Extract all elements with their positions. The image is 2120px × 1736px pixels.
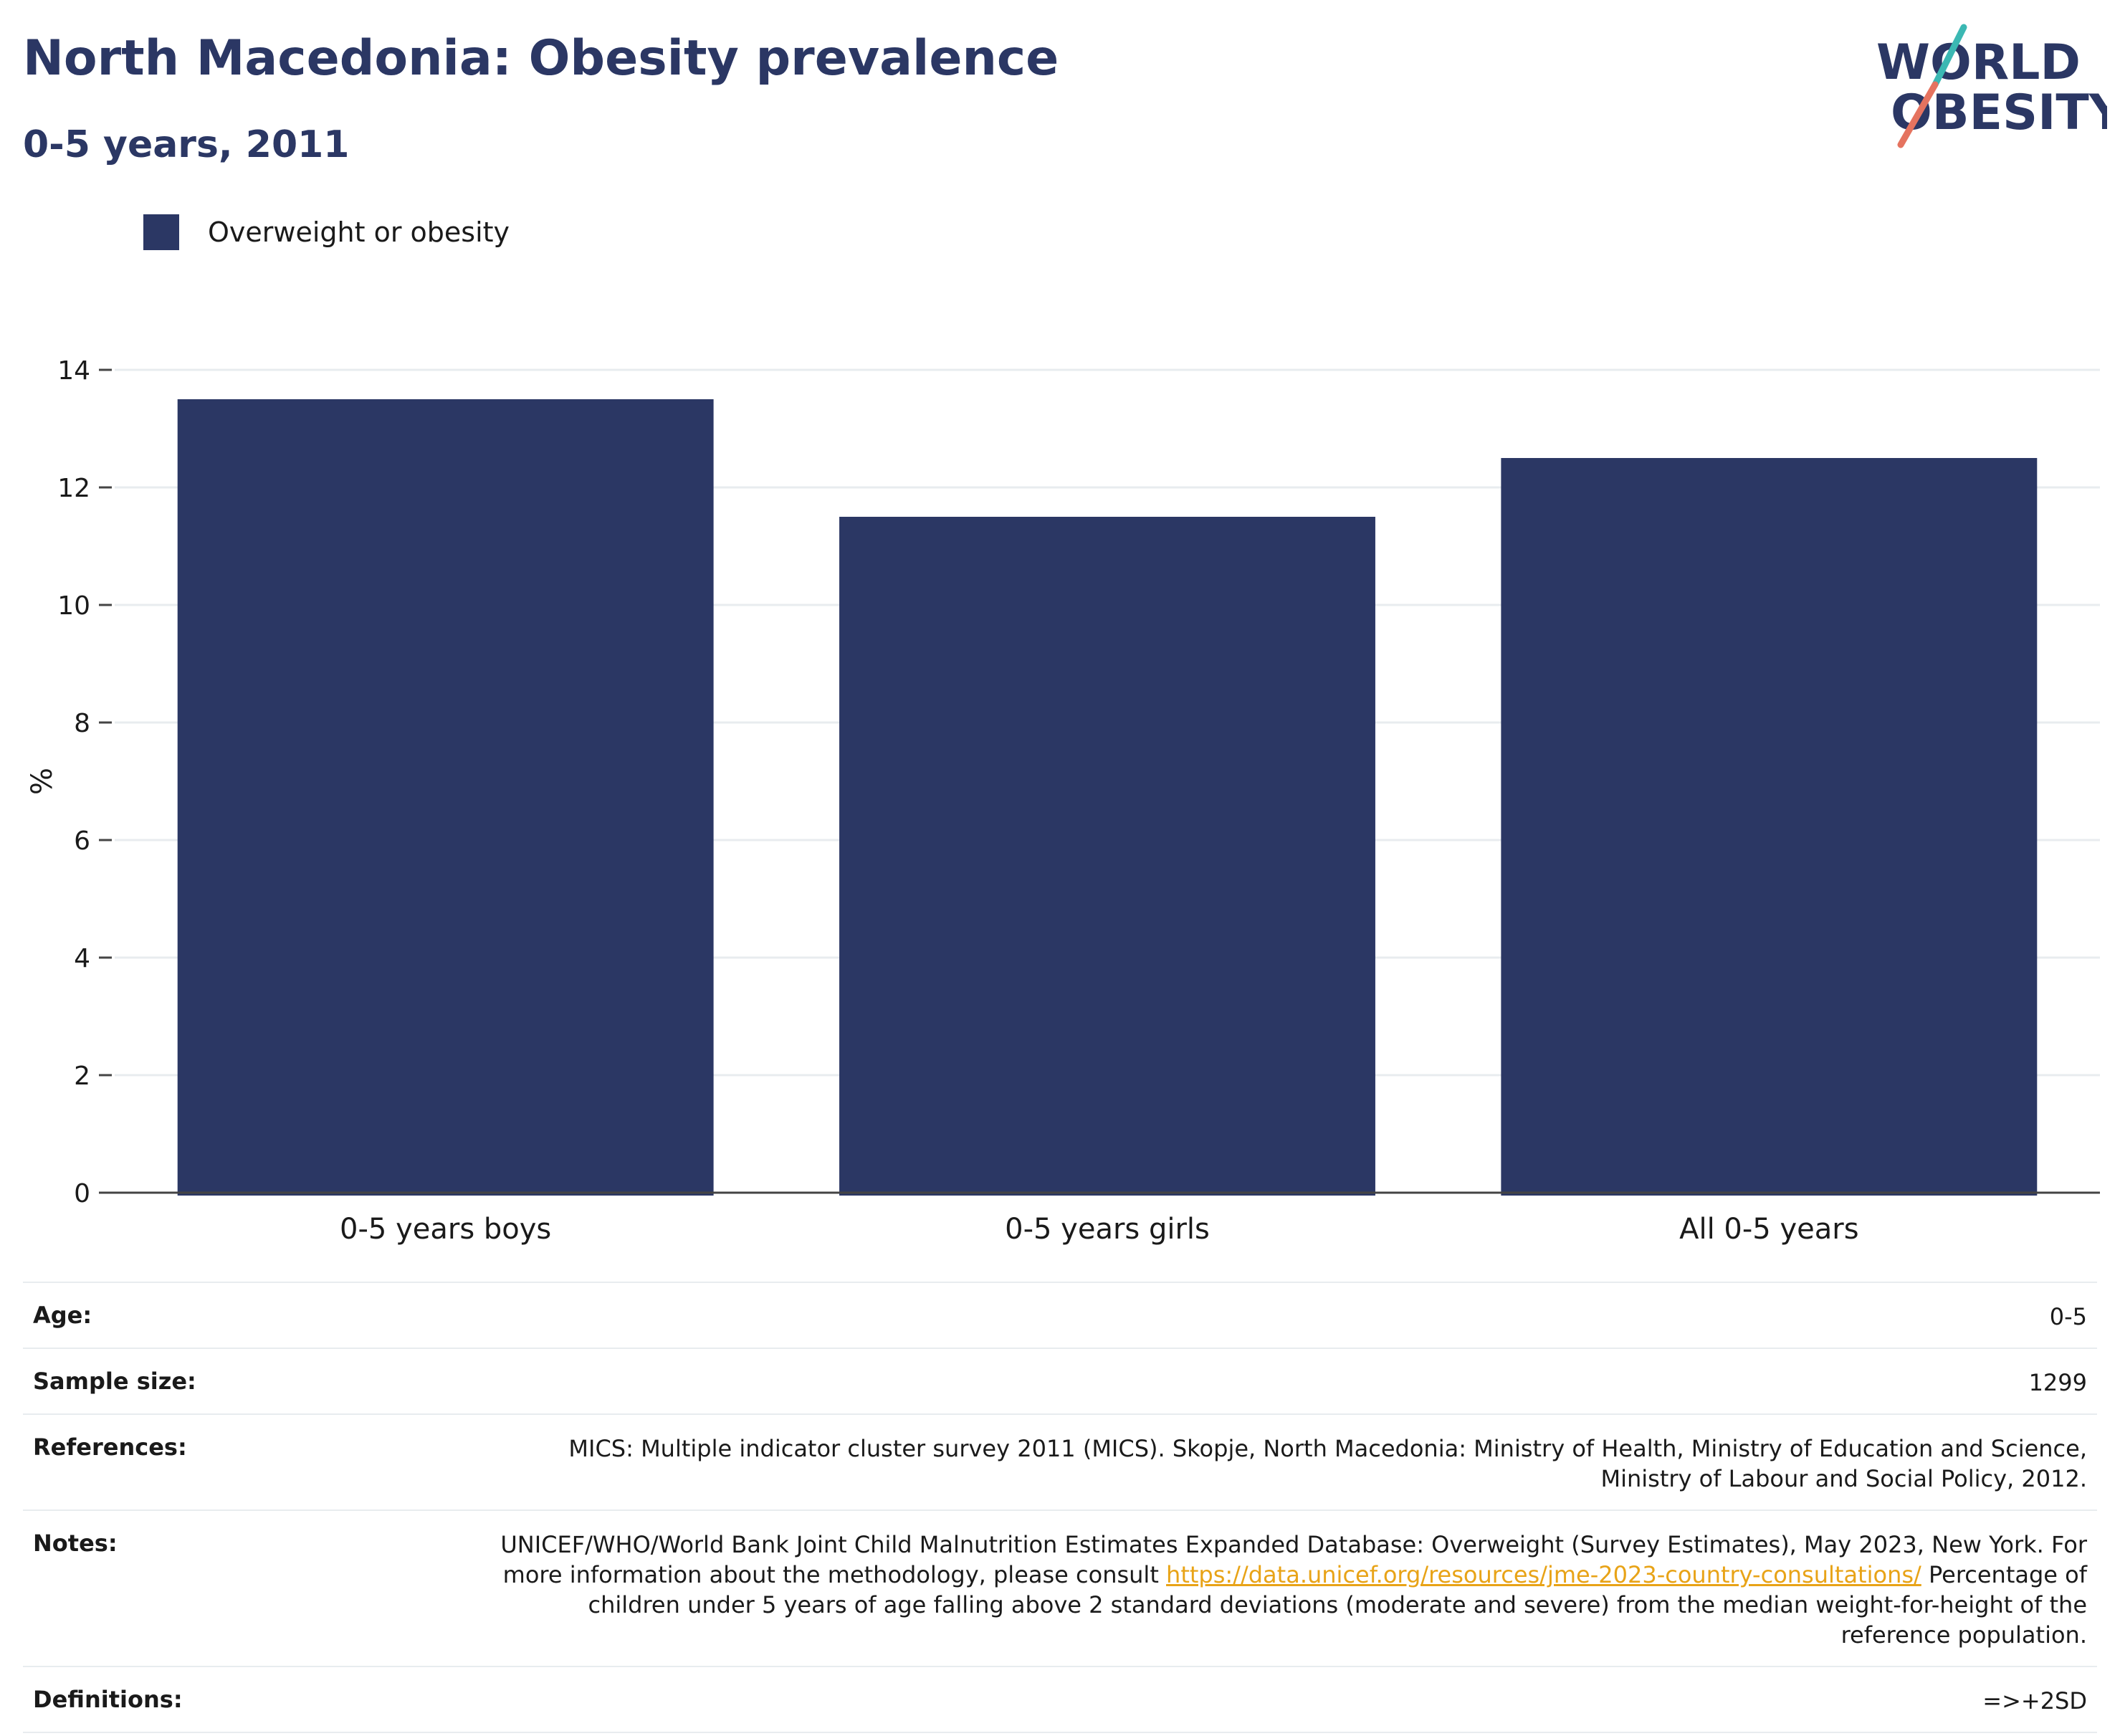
bar — [1501, 458, 2038, 1196]
info-table: Age: 0-5 Sample size: 1299 References: M… — [23, 1282, 2097, 1733]
y-tick-label: 2 — [74, 1062, 90, 1091]
y-tick-label: 14 — [57, 356, 90, 386]
x-tick-label: 0-5 years girls — [1005, 1213, 1210, 1246]
info-row-age: Age: 0-5 — [23, 1282, 2097, 1348]
y-tick-label: 12 — [57, 474, 90, 503]
bar — [839, 517, 1375, 1196]
info-value: 0-5 — [2049, 1303, 2087, 1330]
logo-word-obesity: OBESITY — [1891, 85, 2107, 141]
info-value: MICS: Multiple indicator cluster survey … — [568, 1435, 2087, 1492]
info-key: References: — [33, 1434, 187, 1461]
x-tick-label: 0-5 years boys — [340, 1213, 551, 1246]
notes-text-after: Percentage of children under 5 years of … — [588, 1561, 2088, 1649]
logo-word-world: WORLD — [1876, 34, 2081, 91]
methodology-link[interactable]: https://data.unicef.org/resources/jme-20… — [1166, 1561, 1921, 1588]
legend-label: Overweight or obesity — [208, 216, 510, 248]
info-value: UNICEF/WHO/World Bank Joint Child Malnut… — [473, 1510, 2097, 1666]
info-value: =>+2SD — [1982, 1687, 2087, 1714]
x-tick-label: All 0-5 years — [1679, 1213, 1858, 1246]
chart-legend: Overweight or obesity — [143, 214, 510, 251]
chart-subtitle: 0-5 years, 2011 — [23, 123, 350, 166]
y-tick-label: 0 — [74, 1179, 90, 1208]
info-row-sample-size: Sample size: 1299 — [23, 1348, 2097, 1414]
bar-chart: 0 2 4 6 8 10 12 14% 0-5 years boys 0-5 years girl… — [26, 356, 2100, 1246]
info-row-notes: Notes: UNICEF/WHO/World Bank Joint Child… — [23, 1510, 2097, 1666]
logo-slash-bottom — [1897, 81, 1939, 148]
info-row-definitions: Definitions: =>+2SD — [23, 1666, 2097, 1732]
y-tick-label: 4 — [74, 944, 90, 973]
info-key: Notes: — [33, 1530, 118, 1557]
info-key: Age: — [33, 1302, 92, 1329]
logo-slash-top — [1932, 24, 1967, 88]
notes-text-before: UNICEF/WHO/World Bank Joint Child Malnut… — [500, 1531, 2087, 1588]
world-obesity-logo: WORLD OBESITY — [1876, 24, 2107, 148]
bar — [177, 399, 714, 1196]
legend-swatch — [143, 214, 179, 250]
y-tick-label: 6 — [74, 826, 90, 856]
chart-title: North Macedonia: Obesity prevalence — [23, 30, 1059, 87]
info-row-references: References: MICS: Multiple indicator clu… — [23, 1414, 2097, 1510]
y-axis-title: % — [26, 768, 59, 795]
info-key: Sample size: — [33, 1368, 196, 1395]
info-value: 1299 — [2028, 1369, 2087, 1396]
y-tick-label: 8 — [74, 709, 90, 738]
info-key: Definitions: — [33, 1686, 183, 1713]
y-tick-label: 10 — [57, 591, 90, 621]
